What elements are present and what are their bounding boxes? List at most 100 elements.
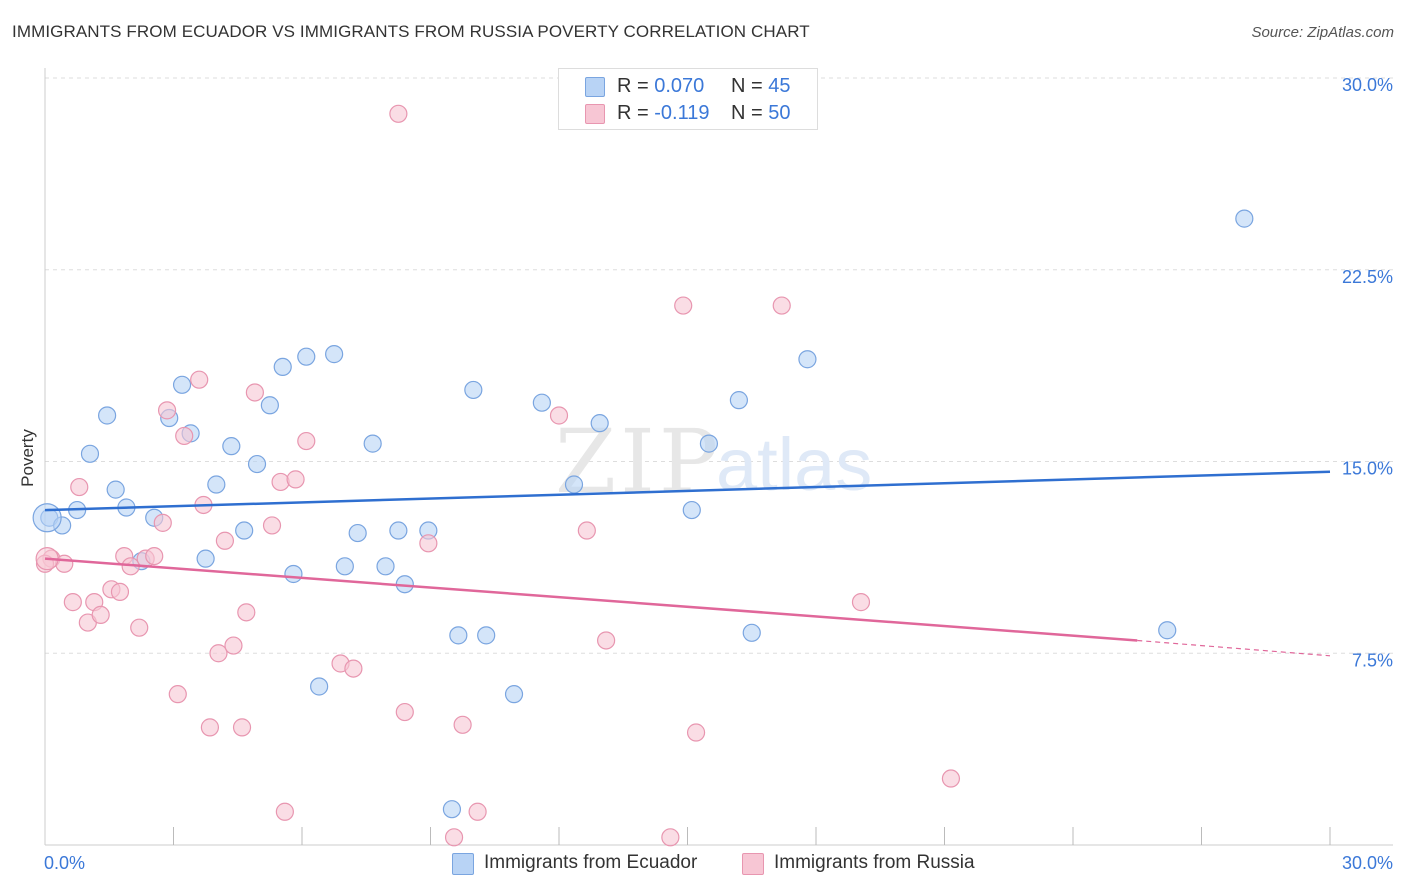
data-point: [468, 802, 487, 821]
x-tick-label: 30.0%: [1342, 853, 1393, 873]
data-point: [772, 296, 791, 315]
data-point: [597, 631, 616, 650]
legend-n-value: 45: [768, 75, 791, 97]
data-point: [271, 472, 290, 492]
data-point: [32, 503, 62, 533]
legend-n-label: N =: [731, 75, 769, 97]
data-point: [477, 626, 496, 645]
tick-labels: 7.5% 15.0% 22.5% 30.0% 0.0% 30.0%: [44, 75, 1393, 873]
data-point: [273, 357, 292, 377]
legend-swatch-ecuador: [452, 853, 474, 875]
legend-label-ecuador: Immigrants from Ecuador: [484, 852, 698, 873]
data-point: [157, 401, 177, 420]
data-point: [564, 475, 584, 494]
data-point: [729, 391, 749, 410]
trend-lines: [44, 470, 1331, 657]
legend-r-label: R =: [617, 102, 655, 124]
data-point: [453, 715, 472, 734]
data-point: [172, 375, 192, 394]
data-point: [207, 475, 226, 494]
data-point: [590, 414, 609, 433]
data-point: [63, 593, 82, 612]
data-point: [153, 513, 172, 532]
data-point: [1158, 621, 1177, 640]
data-point: [549, 406, 569, 425]
data-point: [209, 644, 228, 663]
legend-swatch-russia: [742, 853, 764, 875]
y-tick-label: 30.0%: [1342, 75, 1393, 95]
data-point: [106, 480, 125, 499]
data-point: [297, 431, 316, 451]
data-point: [419, 534, 438, 553]
series-russia: [35, 104, 961, 847]
data-point: [247, 454, 267, 474]
data-point: [389, 104, 408, 123]
data-point: [130, 618, 149, 637]
data-point: [851, 593, 871, 612]
data-point: [389, 521, 408, 540]
data-point: [245, 383, 264, 402]
series-ecuador: [32, 209, 1254, 819]
watermark-zip: ZIP: [555, 410, 722, 513]
data-point: [1235, 209, 1254, 228]
correlation-legend: R = 0.070 N = 45 R = -0.119 N = 50: [558, 68, 818, 130]
axes: [44, 68, 1393, 846]
data-point: [363, 434, 382, 453]
data-point: [190, 370, 209, 389]
legend-n-value: 50: [768, 102, 791, 124]
legend-swatch-ecuador: [585, 77, 605, 97]
data-point: [98, 406, 117, 425]
data-point: [444, 828, 464, 847]
y-tick-label: 7.5%: [1352, 650, 1393, 670]
x-tick-label: 0.0%: [44, 853, 85, 873]
data-point: [504, 685, 524, 704]
data-point: [175, 426, 194, 446]
data-point: [284, 564, 303, 584]
data-point: [224, 636, 243, 655]
data-point: [196, 549, 215, 568]
data-point: [91, 605, 110, 625]
data-point: [344, 659, 363, 678]
data-point: [70, 477, 89, 497]
data-point: [449, 626, 468, 645]
legend-swatch-russia: [585, 104, 605, 124]
data-point: [215, 531, 234, 550]
data-point: [297, 347, 316, 366]
data-point: [464, 380, 483, 400]
data-point: [376, 557, 395, 576]
trend-line-russia: [44, 557, 1138, 642]
data-point: [941, 769, 961, 788]
data-point: [335, 557, 354, 576]
data-point: [275, 802, 294, 821]
chart-source: Source: ZipAtlas.com: [1251, 24, 1394, 41]
data-point: [237, 603, 256, 622]
data-point: [699, 434, 719, 453]
data-point: [661, 828, 680, 847]
y-tick-label: 15.0%: [1342, 459, 1393, 479]
data-point: [674, 296, 693, 315]
data-point: [222, 437, 241, 456]
data-point: [235, 521, 254, 540]
data-point: [80, 444, 100, 463]
watermark: ZIP atlas: [555, 410, 872, 513]
legend-label-russia: Immigrants from Russia: [774, 852, 975, 873]
data-point: [442, 800, 462, 819]
data-point: [686, 723, 706, 742]
data-point: [325, 345, 344, 364]
data-point: [798, 350, 817, 369]
data-point: [577, 521, 596, 540]
watermark-atlas: atlas: [716, 423, 872, 506]
data-point: [286, 470, 305, 489]
legend-r-value: 0.070: [654, 75, 705, 97]
data-point: [110, 582, 130, 601]
data-point: [348, 523, 367, 543]
grid-lines: [45, 77, 1393, 654]
y-axis-label: Poverty: [18, 429, 37, 487]
y-tick-label: 22.5%: [1342, 267, 1393, 287]
data-point: [260, 396, 279, 415]
data-point: [262, 516, 282, 535]
legend-r-label: R =: [617, 75, 655, 97]
trend-line-ecuador: [44, 470, 1331, 512]
data-point: [682, 500, 701, 520]
